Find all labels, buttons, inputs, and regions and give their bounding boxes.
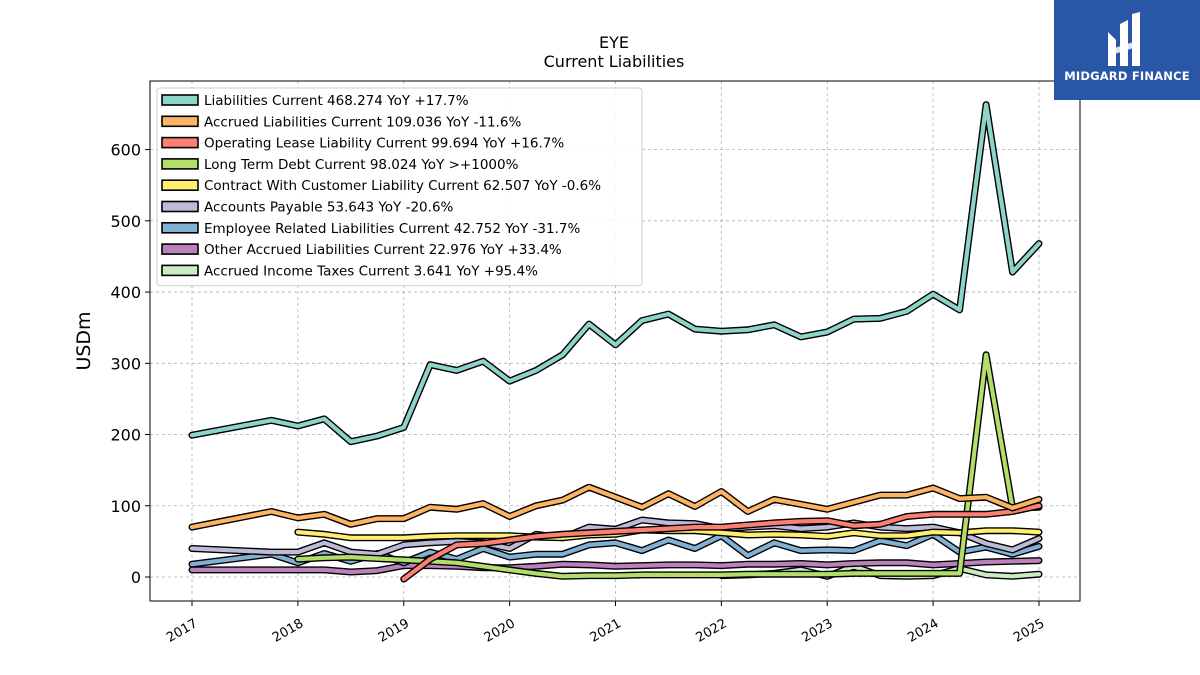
y-axis-label: USDm bbox=[73, 311, 95, 370]
y-axis-ticks: 0 100 200 300 400 500 600 bbox=[110, 141, 150, 587]
x-axis-ticks: 2017 2018 2019 2020 2021 2022 2023 2024 2025 bbox=[164, 601, 1047, 646]
chart-subtitle: Current Liabilities bbox=[544, 52, 685, 71]
x-tick-label: 2025 bbox=[1011, 616, 1047, 646]
legend-entry: Other Accrued Liabilities Current 22.976… bbox=[204, 242, 562, 258]
x-tick-label: 2021 bbox=[588, 616, 624, 646]
series-line-long-term-debt-current bbox=[295, 352, 1042, 579]
legend-entry: Long Term Debt Current 98.024 YoY >+1000… bbox=[204, 157, 519, 173]
y-tick-label: 200 bbox=[110, 426, 141, 445]
series-line-accrued-liabilities-current bbox=[189, 485, 1042, 530]
legend-entry: Accounts Payable 53.643 YoY -20.6% bbox=[204, 200, 454, 216]
y-tick-label: 400 bbox=[110, 283, 141, 302]
legend-swatch bbox=[161, 136, 199, 149]
series-line-other-accrued-liabilities-current bbox=[189, 558, 1042, 575]
y-tick-label: 100 bbox=[110, 497, 141, 516]
x-tick-label: 2018 bbox=[270, 616, 306, 646]
x-tick-label: 2022 bbox=[694, 616, 730, 646]
y-tick-label: 600 bbox=[110, 141, 141, 160]
y-tick-label: 500 bbox=[110, 212, 141, 231]
legend-swatch bbox=[161, 115, 199, 128]
legend-entry: Employee Related Liabilities Current 42.… bbox=[204, 221, 580, 237]
legend-swatch bbox=[161, 200, 199, 213]
series-line-liabilities-current bbox=[189, 102, 1042, 444]
series-line-accounts-payable-current bbox=[189, 517, 1042, 557]
y-tick-label: 0 bbox=[131, 568, 141, 587]
x-tick-label: 2020 bbox=[482, 616, 518, 646]
chart-title: EYE bbox=[599, 33, 629, 52]
legend-swatch bbox=[161, 94, 199, 106]
y-tick-label: 300 bbox=[110, 354, 141, 373]
legend-entry: Liabilities Current 468.274 YoY +17.7% bbox=[204, 93, 469, 109]
x-tick-label: 2023 bbox=[799, 616, 835, 646]
brand-badge: MIDGARD FINANCE bbox=[1054, 0, 1200, 100]
legend-entry: Accrued Liabilities Current 109.036 YoY … bbox=[204, 114, 521, 130]
legend-entry: Contract With Customer Liability Current… bbox=[204, 178, 601, 194]
legend-box bbox=[156, 87, 643, 287]
legend-swatch bbox=[161, 243, 199, 255]
brand-name: MIDGARD FINANCE bbox=[1064, 69, 1190, 83]
legend: Liabilities Current 468.274 YoY +17.7% Ac… bbox=[156, 87, 643, 287]
legend-swatch bbox=[161, 264, 199, 277]
x-tick-label: 2019 bbox=[376, 616, 412, 646]
legend-entry: Accrued Income Taxes Current 3.641 YoY +… bbox=[204, 263, 538, 279]
x-tick-label: 2017 bbox=[164, 616, 200, 646]
legend-swatch bbox=[161, 222, 199, 234]
legend-swatch bbox=[161, 179, 199, 191]
midgard-logo-icon bbox=[1108, 12, 1140, 66]
series-line-operating-lease-liability-current bbox=[401, 503, 1042, 582]
legend-entry: Operating Lease Liability Current 99.694… bbox=[204, 136, 564, 152]
x-tick-label: 2024 bbox=[905, 616, 941, 646]
series-lines bbox=[188, 101, 1043, 583]
legend-swatch bbox=[161, 158, 199, 170]
